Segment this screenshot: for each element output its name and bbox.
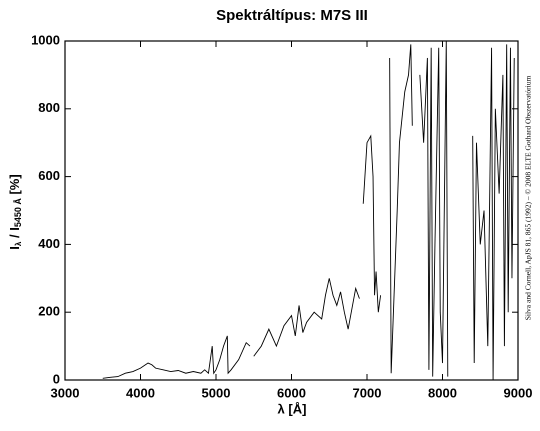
x-axis-label: λ [Å] <box>278 401 307 416</box>
spectrum-line <box>102 40 515 381</box>
x-tick-label: 4000 <box>126 385 155 400</box>
y-axis-label: Iλ / I5450 Å [%] <box>7 174 23 249</box>
y-tick-label: 600 <box>38 168 60 183</box>
y-tick-label: 0 <box>53 371 60 386</box>
y-tick-label: 1000 <box>31 32 60 47</box>
x-tick-label: 7000 <box>353 385 382 400</box>
credit: Silva and Cornell, ApJS 81, 865 (1992) –… <box>524 76 533 321</box>
x-tick-label: 9000 <box>504 385 533 400</box>
y-tick-label: 800 <box>38 100 60 115</box>
y-tick-label: 400 <box>38 236 60 251</box>
chart-title: Spektráltípus: M7S III <box>216 7 368 24</box>
x-tick-label: 3000 <box>51 385 80 400</box>
x-tick-label: 8000 <box>428 385 457 400</box>
plot-frame <box>64 40 519 381</box>
x-tick-label: 6000 <box>277 385 306 400</box>
x-tick-label: 5000 <box>202 385 231 400</box>
y-tick-label: 200 <box>38 304 60 319</box>
